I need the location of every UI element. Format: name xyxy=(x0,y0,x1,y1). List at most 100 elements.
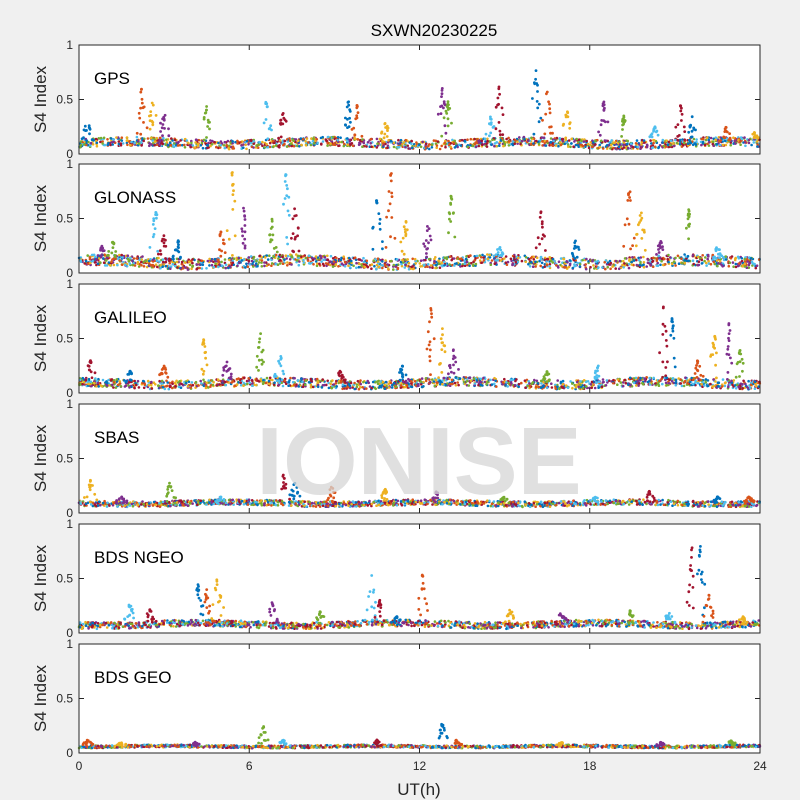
data-point xyxy=(434,266,437,270)
data-point xyxy=(165,141,169,144)
data-point xyxy=(271,145,275,149)
data-point xyxy=(161,260,165,264)
data-point xyxy=(195,138,198,142)
data-point xyxy=(181,262,184,266)
data-point xyxy=(148,141,151,145)
data-point xyxy=(270,262,274,265)
spike-point xyxy=(161,123,165,126)
spike-point xyxy=(167,134,171,138)
data-point xyxy=(506,260,510,264)
data-point xyxy=(261,382,265,386)
data-point xyxy=(135,135,139,139)
data-point xyxy=(284,254,288,257)
data-point xyxy=(724,258,728,261)
data-point xyxy=(579,383,582,387)
data-point xyxy=(261,144,264,148)
spike-point xyxy=(499,248,503,252)
data-point xyxy=(738,140,741,144)
data-point xyxy=(622,141,626,144)
data-point xyxy=(749,383,753,387)
data-point xyxy=(627,262,631,266)
data-point xyxy=(682,144,685,147)
data-point xyxy=(540,261,544,265)
data-point xyxy=(667,140,671,144)
spike-point xyxy=(598,133,602,137)
data-point xyxy=(210,379,214,382)
data-point xyxy=(261,140,264,144)
data-point xyxy=(534,265,537,268)
data-point xyxy=(691,259,695,263)
spike-point xyxy=(207,120,210,124)
data-point xyxy=(247,377,250,380)
data-point xyxy=(724,255,728,258)
data-point xyxy=(583,138,586,141)
spike-point xyxy=(164,257,167,260)
data-point xyxy=(97,385,100,388)
data-point xyxy=(189,145,192,149)
data-point xyxy=(140,144,143,147)
data-point xyxy=(247,256,251,259)
spike-point xyxy=(423,245,427,248)
data-point xyxy=(146,379,150,383)
data-point xyxy=(419,380,423,383)
spike-point xyxy=(285,184,289,187)
data-point xyxy=(503,377,506,381)
data-point xyxy=(729,143,732,147)
data-point xyxy=(707,255,710,258)
data-point xyxy=(482,259,486,262)
data-point xyxy=(561,383,565,386)
data-point xyxy=(375,146,379,149)
spike-point xyxy=(386,129,389,133)
data-point xyxy=(728,261,732,265)
spike-point xyxy=(544,249,547,252)
data-point xyxy=(628,259,631,262)
data-point xyxy=(660,257,664,261)
data-point xyxy=(605,144,609,147)
data-point xyxy=(665,139,668,142)
data-point xyxy=(79,140,83,143)
data-point xyxy=(513,255,516,259)
spike-point xyxy=(159,252,163,256)
data-point xyxy=(743,141,747,144)
data-point xyxy=(252,140,255,143)
data-point xyxy=(296,379,300,383)
data-point xyxy=(219,140,223,143)
data-point xyxy=(448,255,452,259)
data-point xyxy=(407,261,411,265)
data-point xyxy=(130,140,133,144)
data-point xyxy=(223,146,227,150)
spike-point xyxy=(158,249,162,253)
data-point xyxy=(700,137,703,141)
data-point xyxy=(522,135,526,139)
data-point xyxy=(220,260,223,264)
data-point xyxy=(493,382,496,386)
data-point xyxy=(631,255,634,259)
data-point xyxy=(691,254,695,257)
data-point xyxy=(737,138,740,142)
spike-point xyxy=(269,124,273,128)
data-point xyxy=(638,382,641,385)
data-point xyxy=(733,258,737,262)
data-point xyxy=(609,261,613,265)
data-point xyxy=(704,378,708,381)
spike-point xyxy=(637,223,640,227)
data-point xyxy=(469,379,473,383)
data-point xyxy=(330,140,334,143)
data-point xyxy=(264,256,267,259)
data-point xyxy=(225,144,228,147)
data-point xyxy=(747,138,751,142)
data-point xyxy=(137,142,141,145)
data-point xyxy=(314,255,318,258)
data-point xyxy=(142,139,145,143)
data-point xyxy=(336,136,340,139)
spike-point xyxy=(682,125,686,129)
data-point xyxy=(109,379,113,382)
data-point xyxy=(374,387,378,391)
data-point xyxy=(390,386,394,389)
data-point xyxy=(154,383,157,386)
spike-point xyxy=(680,112,684,116)
spike-point xyxy=(562,122,565,126)
data-point xyxy=(249,255,253,258)
data-point xyxy=(362,141,366,145)
data-point xyxy=(217,141,220,145)
